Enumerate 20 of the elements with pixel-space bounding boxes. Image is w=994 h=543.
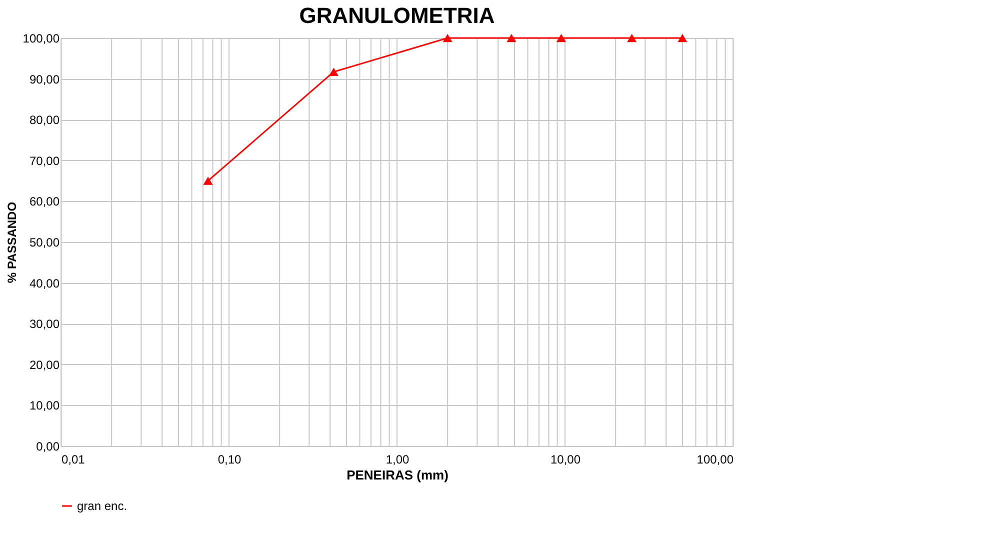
legend-label: gran enc. (77, 499, 128, 513)
y-tick-label: 70,00 (29, 154, 60, 168)
y-tick-label: 50,00 (29, 236, 60, 250)
x-tick-label: 0,01 (62, 452, 86, 466)
chart-title: GRANULOMETRIA (299, 3, 495, 28)
y-tick-label: 0,00 (36, 440, 60, 454)
y-tick-label: 30,00 (29, 317, 60, 332)
x-tick-label: 10,00 (550, 452, 581, 466)
y-tick-label: 10,00 (29, 398, 60, 413)
y-tick-label: 20,00 (29, 358, 60, 372)
y-tick-label: 90,00 (29, 72, 60, 86)
y-axis-title: % PASSANDO (4, 202, 19, 284)
x-tick-label: 100,00 (696, 452, 734, 466)
x-tick-label: 1,00 (386, 452, 410, 466)
y-tick-label: 80,00 (29, 113, 60, 128)
y-tick-label: 60,00 (29, 194, 60, 209)
y-tick-label: 100,00 (22, 32, 60, 46)
x-tick-label: 0,10 (218, 452, 242, 466)
y-tick-label: 40,00 (29, 276, 60, 290)
x-axis-title: PENEIRAS (mm) (346, 468, 448, 482)
